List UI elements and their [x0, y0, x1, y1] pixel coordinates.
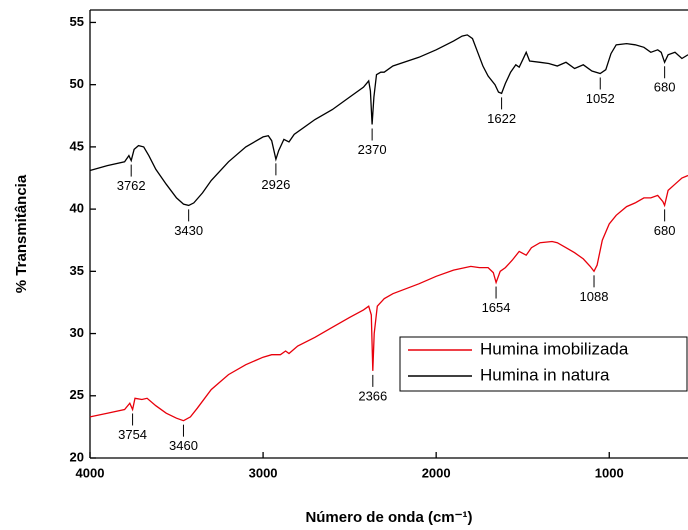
y-tick-label: 40	[70, 201, 84, 216]
peak-label: 2366	[358, 388, 387, 403]
peak-label: 1654	[482, 300, 511, 315]
legend-box	[399, 336, 688, 392]
x-tick-label: 3000	[249, 465, 278, 480]
peak-label: 3754	[118, 427, 147, 442]
legend-label: Humina in natura	[480, 365, 610, 384]
y-tick-label: 55	[70, 14, 84, 29]
peak-label: 2370	[358, 142, 387, 157]
y-tick-label: 20	[70, 449, 84, 464]
x-tick-label: 4000	[76, 465, 105, 480]
x-axis-title: Número de onda (cm⁻¹)	[305, 509, 472, 526]
peak-label: 3762	[117, 178, 146, 193]
y-tick-label: 35	[70, 263, 84, 278]
peak-label: 1052	[586, 91, 615, 106]
y-tick-label: 50	[70, 76, 84, 91]
peak-label: 1622	[487, 111, 516, 126]
y-tick-label: 30	[70, 325, 84, 340]
y-tick-label: 25	[70, 387, 84, 402]
x-tick-label: 2000	[422, 465, 451, 480]
peak-label: 3430	[174, 223, 203, 238]
peak-label: 1088	[580, 289, 609, 304]
legend-label: Humina imobilizada	[480, 339, 629, 358]
peak-label: 3460	[169, 438, 198, 453]
y-axis-title: % Transmitância	[13, 174, 30, 293]
peak-label: 680	[654, 223, 676, 238]
peak-label: 680	[654, 80, 676, 95]
spectrum-line	[89, 174, 688, 422]
y-tick-label: 45	[70, 138, 84, 153]
x-tick-label: 1000	[595, 465, 624, 480]
peak-label: 2926	[261, 177, 290, 192]
spectrum-line	[89, 34, 688, 207]
